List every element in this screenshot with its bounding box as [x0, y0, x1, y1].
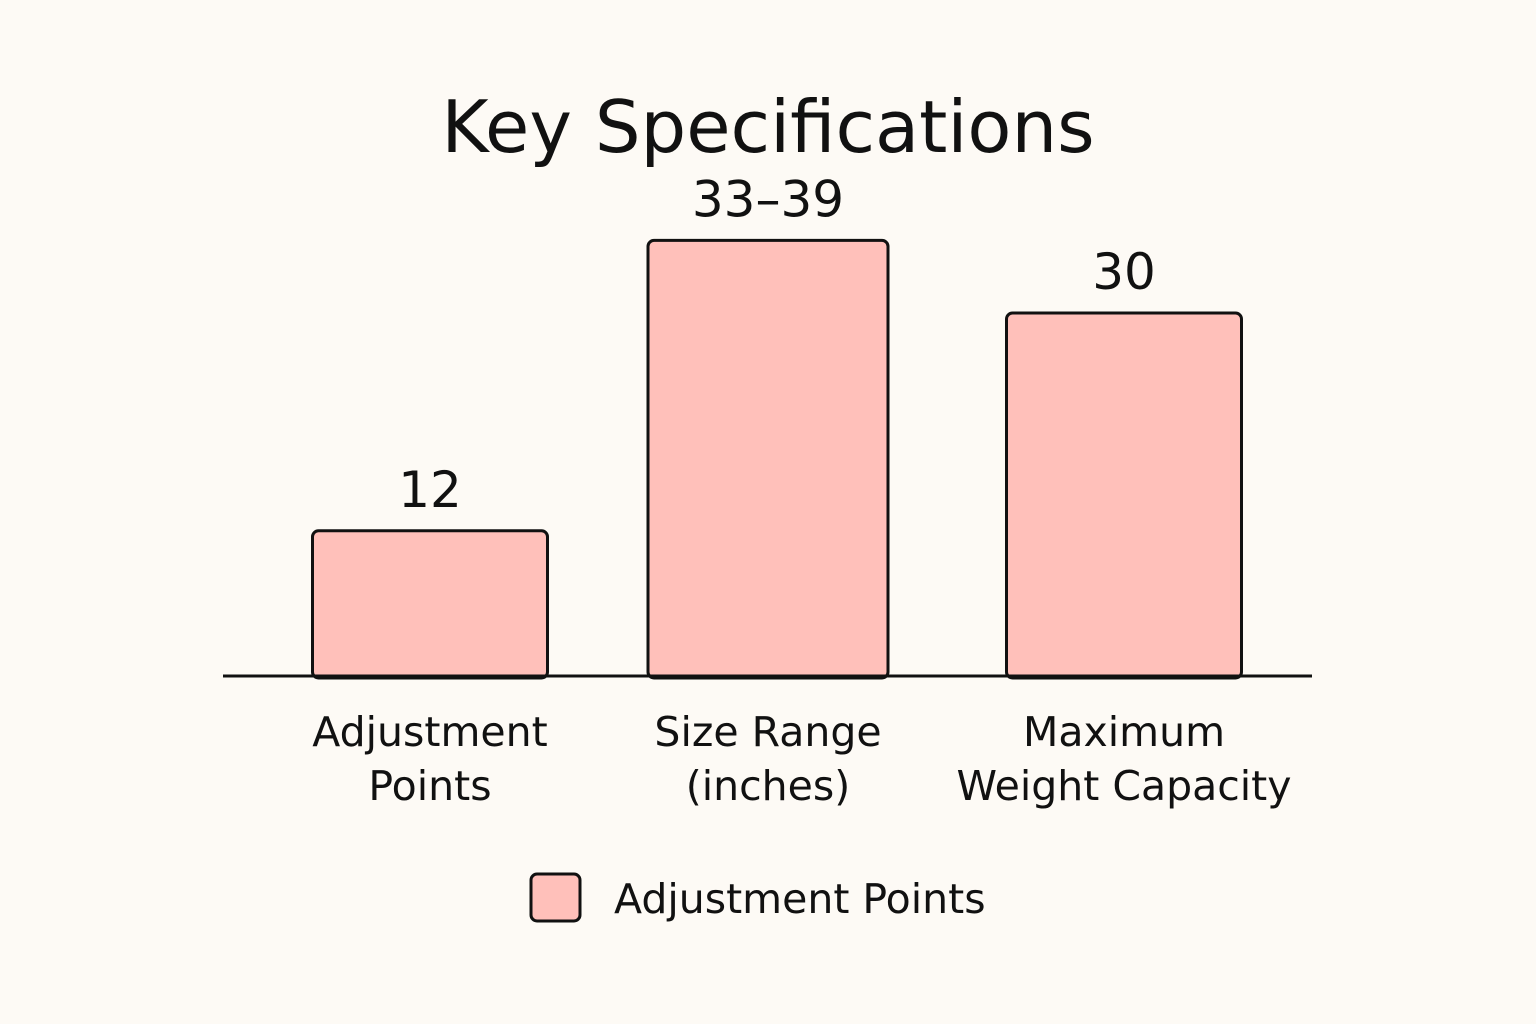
category-label-2-line-0: Maximum — [1023, 708, 1225, 756]
legend-swatch — [529, 872, 582, 923]
bar-2 — [1005, 311, 1243, 680]
labels-layer: 12 Adjustment Points 33–39 Size Range (inches… — [312, 170, 1291, 810]
bar-1 — [646, 238, 890, 680]
value-label-2: 30 — [1092, 243, 1156, 301]
category-label-1-line-1: (inches) — [686, 762, 850, 810]
category-label-0-line-1: Points — [368, 762, 491, 810]
category-label-0-line-0: Adjustment — [312, 708, 547, 756]
category-label-2-line-1: Weight Capacity — [956, 762, 1291, 810]
value-label-1: 33–39 — [692, 170, 844, 228]
bar-0 — [311, 529, 549, 680]
chart-title: Key Specifications — [441, 85, 1094, 169]
category-label-1-line-0: Size Range — [654, 708, 881, 756]
value-label-0: 12 — [398, 461, 462, 519]
legend-label: Adjustment Points — [614, 875, 986, 923]
legend: Adjustment Points — [529, 872, 986, 923]
bars-layer — [311, 238, 1243, 680]
